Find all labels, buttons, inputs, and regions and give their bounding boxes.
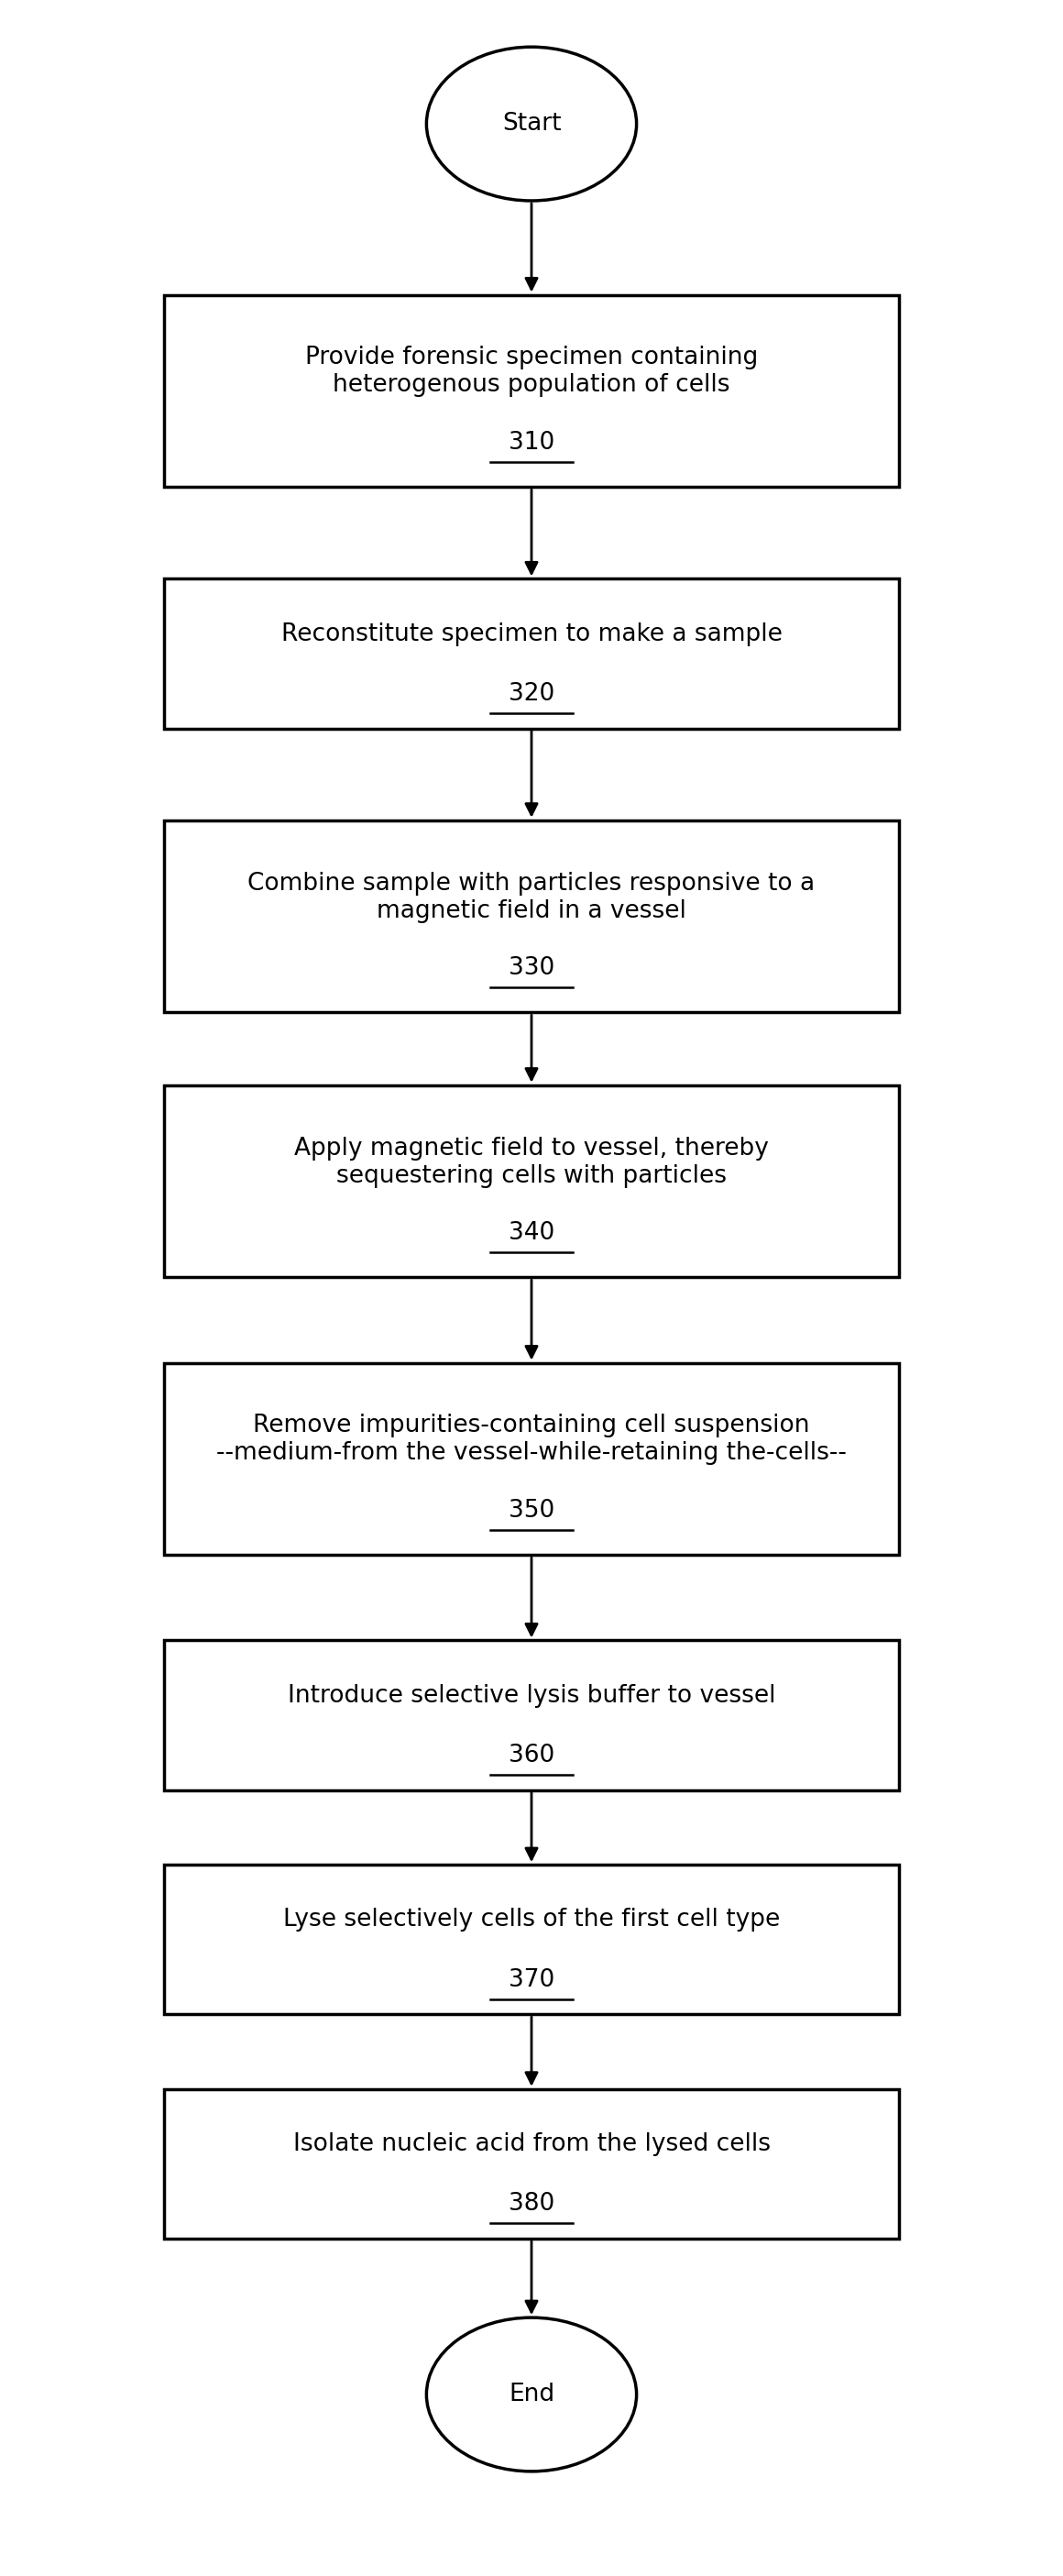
Text: Combine sample with particles responsive to a
magnetic field in a vessel: Combine sample with particles responsive…	[248, 871, 815, 922]
Text: End: End	[508, 2383, 555, 2406]
FancyBboxPatch shape	[164, 1084, 899, 1278]
FancyBboxPatch shape	[164, 1865, 899, 2014]
Text: Lyse selectively cells of the first cell type: Lyse selectively cells of the first cell…	[283, 1909, 780, 1932]
Text: Reconstitute specimen to make a sample: Reconstitute specimen to make a sample	[281, 623, 782, 647]
Text: Remove impurities-containing cell suspension
--medium-from the vessel-while-reta: Remove impurities-containing cell suspen…	[217, 1414, 846, 1466]
FancyBboxPatch shape	[164, 580, 899, 729]
Text: 310: 310	[508, 430, 555, 456]
Ellipse shape	[426, 2318, 637, 2470]
Text: Start: Start	[502, 111, 561, 137]
Text: 320: 320	[508, 683, 555, 706]
FancyBboxPatch shape	[164, 2089, 899, 2239]
FancyBboxPatch shape	[164, 819, 899, 1012]
Text: Isolate nucleic acid from the lysed cells: Isolate nucleic acid from the lysed cell…	[292, 2133, 771, 2156]
FancyBboxPatch shape	[164, 294, 899, 487]
Text: 380: 380	[508, 2192, 555, 2215]
Text: 350: 350	[508, 1499, 555, 1522]
Text: Apply magnetic field to vessel, thereby
sequestering cells with particles: Apply magnetic field to vessel, thereby …	[294, 1136, 769, 1188]
Ellipse shape	[426, 46, 637, 201]
Text: 370: 370	[508, 1968, 555, 1991]
Text: 330: 330	[508, 956, 555, 979]
FancyBboxPatch shape	[164, 1641, 899, 1790]
Text: 360: 360	[508, 1744, 555, 1767]
FancyBboxPatch shape	[164, 1363, 899, 1556]
Text: Provide forensic specimen containing
heterogenous population of cells: Provide forensic specimen containing het…	[305, 345, 758, 397]
Text: Introduce selective lysis buffer to vessel: Introduce selective lysis buffer to vess…	[287, 1685, 776, 1708]
Text: 340: 340	[508, 1221, 555, 1244]
